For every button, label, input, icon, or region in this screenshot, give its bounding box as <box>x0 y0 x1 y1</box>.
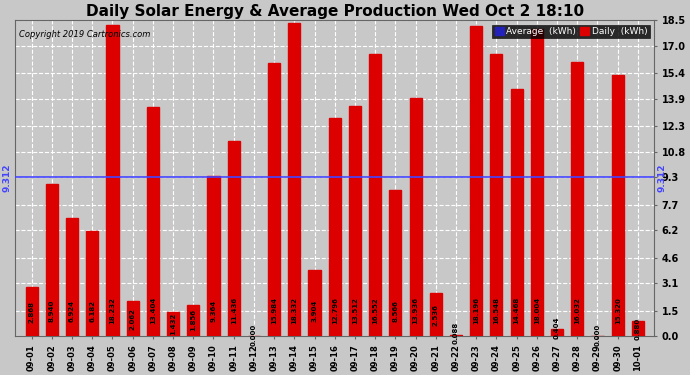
Bar <box>410 98 422 336</box>
Bar <box>147 107 159 336</box>
Text: 11.436: 11.436 <box>230 297 237 324</box>
Bar <box>430 293 442 336</box>
Text: 18.332: 18.332 <box>291 297 297 324</box>
Bar <box>208 176 219 336</box>
Text: 9.364: 9.364 <box>210 300 217 322</box>
Text: 8.940: 8.940 <box>49 300 55 322</box>
Text: 2.536: 2.536 <box>433 304 439 326</box>
Bar <box>349 105 361 336</box>
Bar <box>491 54 502 336</box>
Text: 15.320: 15.320 <box>615 297 621 324</box>
Bar <box>268 63 280 336</box>
Text: 8.566: 8.566 <box>393 300 398 322</box>
Text: 14.468: 14.468 <box>513 297 520 324</box>
Bar <box>106 25 119 336</box>
Bar <box>369 54 382 336</box>
Text: 2.868: 2.868 <box>28 301 34 323</box>
Text: 3.904: 3.904 <box>312 300 317 322</box>
Bar <box>288 23 300 336</box>
Bar <box>228 141 239 336</box>
Bar <box>551 329 563 336</box>
Text: 16.032: 16.032 <box>574 297 580 324</box>
Text: 15.984: 15.984 <box>271 297 277 324</box>
Text: 13.404: 13.404 <box>150 297 156 324</box>
Text: 16.552: 16.552 <box>372 297 378 324</box>
Bar <box>46 184 58 336</box>
Text: 6.182: 6.182 <box>89 300 95 322</box>
Bar <box>450 335 462 336</box>
Legend: Average  (kWh), Daily  (kWh): Average (kWh), Daily (kWh) <box>493 25 649 38</box>
Bar <box>389 190 402 336</box>
Bar <box>611 75 624 336</box>
Bar <box>328 118 341 336</box>
Bar <box>86 231 98 336</box>
Text: 18.004: 18.004 <box>534 297 540 324</box>
Text: 2.062: 2.062 <box>130 308 136 330</box>
Text: 9.312: 9.312 <box>3 163 12 192</box>
Bar <box>308 270 321 336</box>
Bar <box>167 312 179 336</box>
Bar <box>571 63 583 336</box>
Text: 6.924: 6.924 <box>69 300 75 322</box>
Text: 1.432: 1.432 <box>170 313 176 335</box>
Title: Daily Solar Energy & Average Production Wed Oct 2 18:10: Daily Solar Energy & Average Production … <box>86 4 584 19</box>
Text: 13.512: 13.512 <box>352 297 358 324</box>
Text: 18.232: 18.232 <box>110 297 115 324</box>
Text: 0.880: 0.880 <box>635 318 641 340</box>
Text: 0.088: 0.088 <box>453 322 459 344</box>
Bar <box>26 287 38 336</box>
Text: 0.000: 0.000 <box>595 324 600 346</box>
Text: Copyright 2019 Cartronics.com: Copyright 2019 Cartronics.com <box>19 30 150 39</box>
Text: 18.196: 18.196 <box>473 297 480 324</box>
Text: 0.000: 0.000 <box>251 324 257 346</box>
Text: 16.548: 16.548 <box>493 297 500 324</box>
Bar <box>632 321 644 336</box>
Text: 9.312: 9.312 <box>658 163 667 192</box>
Bar <box>187 304 199 336</box>
Bar <box>531 29 543 336</box>
Bar <box>511 89 523 336</box>
Text: 13.936: 13.936 <box>413 297 419 324</box>
Bar <box>470 26 482 336</box>
Text: 12.796: 12.796 <box>332 297 337 324</box>
Text: 0.404: 0.404 <box>554 316 560 339</box>
Bar <box>126 301 139 336</box>
Bar <box>66 218 78 336</box>
Text: 1.856: 1.856 <box>190 309 196 332</box>
